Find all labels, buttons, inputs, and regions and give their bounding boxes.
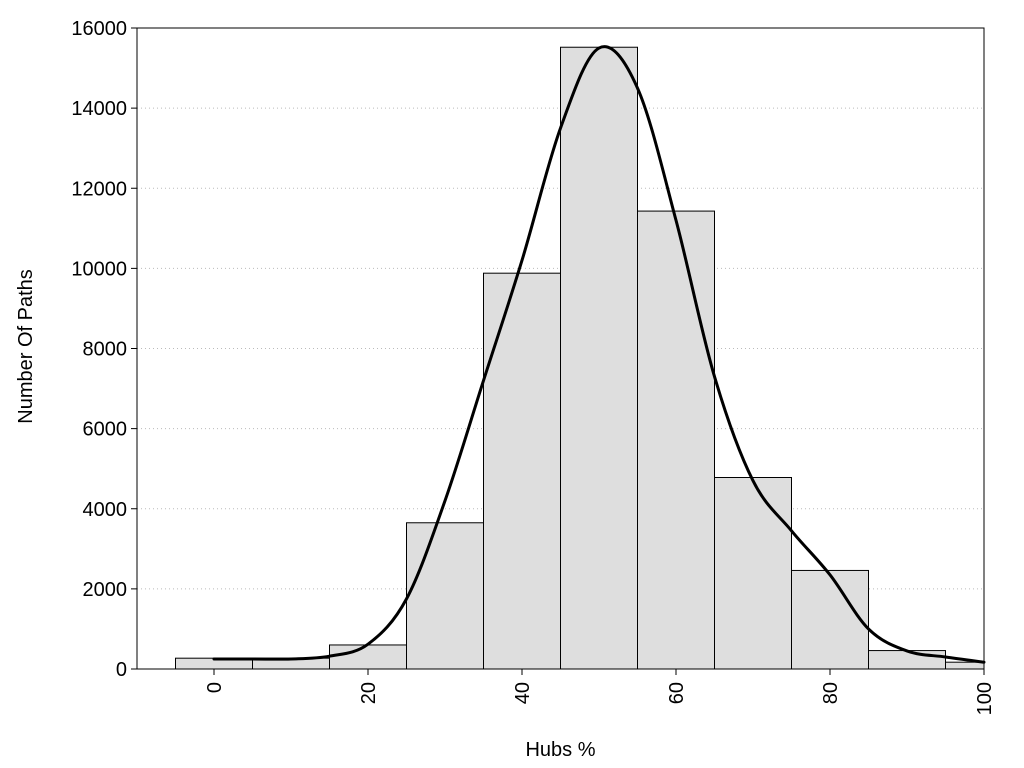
histogram-bar bbox=[560, 46, 638, 670]
x-tick-label: 40 bbox=[512, 682, 534, 704]
y-tick-label: 16000 bbox=[71, 18, 127, 40]
histogram-bar bbox=[714, 477, 792, 670]
y-tick-label: 14000 bbox=[71, 98, 127, 120]
y-tick-label: 8000 bbox=[83, 339, 128, 361]
x-tick-label: 100 bbox=[974, 682, 996, 715]
y-axis-title: Number Of Paths bbox=[15, 269, 37, 424]
x-tick-label: 20 bbox=[358, 682, 380, 704]
y-tick-label: 10000 bbox=[71, 258, 127, 280]
x-tick-label: 0 bbox=[204, 682, 226, 693]
density-curve bbox=[212, 45, 986, 664]
histogram-bar bbox=[406, 522, 484, 670]
y-tick-label: 6000 bbox=[83, 419, 128, 441]
y-axis-ticks: 0 2000 4000 6000 8000 10000 12000 14000 16000 bbox=[71, 18, 137, 681]
density-curve-group bbox=[212, 45, 986, 664]
y-tick-label: 0 bbox=[116, 659, 127, 681]
histogram-bars bbox=[175, 46, 985, 670]
x-tick-label: 60 bbox=[666, 682, 688, 704]
x-axis-title: Hubs % bbox=[525, 739, 595, 761]
y-tick-label: 12000 bbox=[71, 178, 127, 200]
x-tick-label: 80 bbox=[820, 682, 842, 704]
y-tick-label: 4000 bbox=[83, 499, 128, 521]
histogram-bar bbox=[483, 272, 561, 670]
histogram-bar bbox=[868, 650, 946, 670]
histogram-bar bbox=[791, 569, 869, 670]
histogram-bar bbox=[637, 210, 715, 670]
x-axis-ticks: 0 20 40 60 80 100 bbox=[204, 669, 996, 715]
y-tick-label: 2000 bbox=[83, 579, 128, 601]
histogram-bar bbox=[329, 644, 407, 670]
histogram-bar bbox=[945, 661, 985, 670]
